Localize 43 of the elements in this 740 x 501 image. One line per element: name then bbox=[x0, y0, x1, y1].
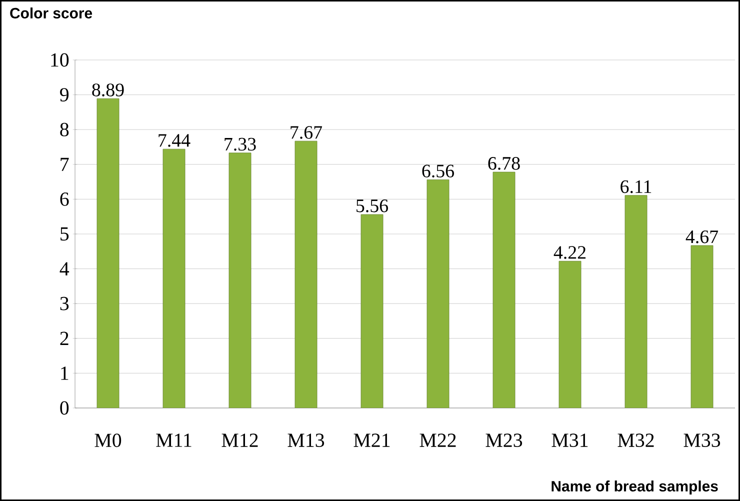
x-axis-title: Name of bread samples bbox=[552, 480, 718, 494]
data-label: 7.67 bbox=[290, 126, 322, 139]
data-label: 6.78 bbox=[488, 156, 520, 170]
x-tick-label: M22 bbox=[420, 434, 456, 447]
data-label: 4.67 bbox=[686, 230, 718, 244]
x-tick-label: M33 bbox=[684, 434, 720, 448]
bar bbox=[624, 195, 648, 408]
x-tick-label: M0 bbox=[94, 434, 122, 448]
x-tick-label: M32 bbox=[618, 434, 654, 448]
bar bbox=[690, 245, 714, 408]
x-tick-label: M11 bbox=[156, 434, 192, 447]
x-tick-label: M12 bbox=[222, 434, 258, 447]
y-tick-label: 10 bbox=[51, 53, 69, 67]
data-label: 4.22 bbox=[554, 246, 586, 259]
y-tick-label: 0 bbox=[60, 401, 69, 415]
data-label: 8.89 bbox=[92, 84, 124, 96]
y-tick-label: 5 bbox=[60, 227, 69, 241]
bar bbox=[294, 140, 318, 408]
y-axis-title: Color score bbox=[10, 8, 92, 18]
bar bbox=[228, 152, 252, 408]
data-label: 6.56 bbox=[422, 164, 454, 178]
bar bbox=[492, 172, 516, 408]
y-tick-label: 3 bbox=[60, 296, 69, 310]
data-label: 5.56 bbox=[356, 200, 388, 212]
bar bbox=[426, 179, 450, 408]
x-tick-label: M21 bbox=[354, 434, 390, 447]
y-tick-label: 9 bbox=[60, 88, 69, 102]
data-label: 6.11 bbox=[620, 180, 652, 194]
y-tick-label: 1 bbox=[61, 366, 68, 380]
bar bbox=[558, 260, 582, 408]
y-tick-label: 6 bbox=[60, 192, 69, 206]
y-tick-label: 8 bbox=[60, 122, 69, 136]
data-label: 7.33 bbox=[224, 138, 256, 151]
bar bbox=[360, 214, 384, 408]
bar bbox=[96, 98, 120, 408]
y-tick-label: 4 bbox=[60, 262, 70, 276]
y-tick-label: 7 bbox=[60, 158, 69, 171]
x-tick-label: M23 bbox=[486, 434, 522, 448]
data-label: 7.44 bbox=[158, 134, 190, 147]
x-tick-label: M13 bbox=[288, 434, 324, 448]
x-tick-label: M31 bbox=[552, 434, 588, 448]
y-tick-label: 2 bbox=[60, 332, 68, 345]
bar bbox=[162, 148, 186, 408]
